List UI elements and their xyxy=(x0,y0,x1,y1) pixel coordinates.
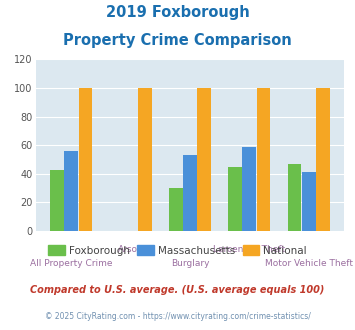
Bar xyxy=(169,188,182,231)
Bar xyxy=(138,88,152,231)
Text: 2019 Foxborough: 2019 Foxborough xyxy=(106,5,249,20)
Text: Compared to U.S. average. (U.S. average equals 100): Compared to U.S. average. (U.S. average … xyxy=(30,285,325,295)
Bar xyxy=(78,88,92,231)
Legend: Foxborough, Massachusetts, National: Foxborough, Massachusetts, National xyxy=(44,241,311,260)
Bar xyxy=(257,88,271,231)
Bar xyxy=(228,167,242,231)
Text: Larceny & Theft: Larceny & Theft xyxy=(213,245,285,254)
Bar xyxy=(197,88,211,231)
Text: Motor Vehicle Theft: Motor Vehicle Theft xyxy=(265,259,353,268)
Text: All Property Crime: All Property Crime xyxy=(30,259,113,268)
Bar xyxy=(288,164,301,231)
Bar xyxy=(50,170,64,231)
Text: Property Crime Comparison: Property Crime Comparison xyxy=(63,33,292,48)
Bar xyxy=(302,172,316,231)
Text: Arson: Arson xyxy=(118,245,143,254)
Bar xyxy=(242,147,256,231)
Text: © 2025 CityRating.com - https://www.cityrating.com/crime-statistics/: © 2025 CityRating.com - https://www.city… xyxy=(45,312,310,321)
Text: Burglary: Burglary xyxy=(171,259,209,268)
Bar xyxy=(316,88,330,231)
Bar xyxy=(183,155,197,231)
Bar xyxy=(64,151,78,231)
